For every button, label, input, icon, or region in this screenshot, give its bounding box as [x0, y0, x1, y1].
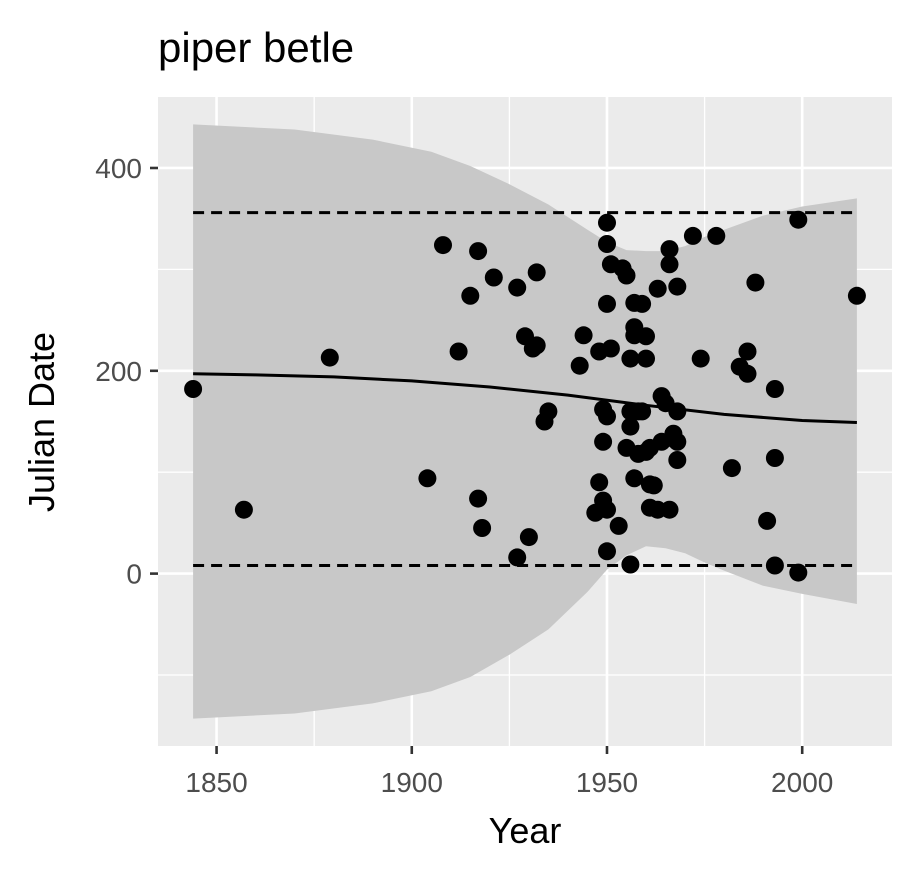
x-tick-label: 1850	[185, 767, 247, 798]
data-point	[519, 528, 538, 547]
data-point	[598, 407, 616, 426]
points-layer	[184, 210, 866, 582]
data-point	[598, 235, 616, 253]
x-axis: 1850 1900 1950 2000	[185, 746, 833, 798]
data-point	[637, 349, 655, 368]
data-point	[668, 402, 687, 421]
y-tick-label: 0	[126, 559, 142, 590]
data-point	[668, 451, 687, 469]
data-point	[461, 286, 480, 305]
data-point	[473, 519, 492, 537]
data-point	[738, 342, 757, 361]
data-point	[644, 476, 663, 495]
trend-line-layer	[193, 372, 857, 424]
data-point	[668, 277, 687, 296]
data-point	[765, 380, 784, 398]
data-point	[418, 469, 437, 488]
data-point	[590, 473, 609, 492]
data-point	[633, 402, 652, 421]
y-tick-label: 200	[95, 356, 142, 387]
y-tick-label: 400	[95, 153, 142, 184]
data-point	[484, 268, 503, 287]
y-axis: 0 200 400	[95, 153, 158, 590]
data-point	[508, 548, 527, 567]
data-point	[660, 240, 679, 259]
trend-line	[193, 372, 857, 424]
x-axis-title: Year	[489, 810, 562, 851]
data-point	[625, 469, 644, 488]
data-point	[660, 255, 679, 274]
y-axis-title: Julian Date	[21, 332, 62, 512]
data-point	[449, 342, 468, 361]
data-point	[621, 349, 640, 368]
data-point	[598, 294, 616, 313]
x-tick-label: 1950	[576, 767, 638, 798]
data-point	[598, 500, 616, 519]
data-point	[668, 432, 687, 451]
data-point	[598, 542, 616, 561]
data-point	[707, 226, 726, 245]
data-point	[621, 555, 640, 574]
data-point	[570, 356, 589, 375]
data-point	[765, 449, 784, 467]
data-point	[574, 326, 593, 345]
data-point	[601, 339, 620, 358]
data-point	[691, 349, 710, 368]
data-point	[758, 511, 777, 530]
data-point	[789, 563, 808, 582]
data-point	[617, 266, 636, 285]
data-point	[746, 273, 765, 292]
data-point	[527, 336, 546, 355]
chart-title: piper betle	[158, 24, 354, 71]
data-point	[621, 417, 640, 436]
data-point	[539, 402, 558, 421]
data-point	[660, 500, 679, 519]
data-point	[738, 364, 757, 383]
data-point	[765, 556, 784, 575]
x-tick-label: 1900	[381, 767, 443, 798]
data-point	[527, 263, 546, 282]
data-point	[469, 489, 488, 508]
data-point	[648, 279, 667, 298]
data-point	[789, 210, 808, 229]
data-point	[609, 516, 628, 535]
confidence-ribbon-layer	[193, 124, 857, 719]
data-point	[598, 213, 616, 232]
data-point	[469, 242, 488, 261]
data-point	[847, 286, 866, 305]
data-point	[637, 327, 655, 346]
x-tick-label: 2000	[771, 767, 833, 798]
data-point	[683, 226, 702, 245]
data-point	[234, 500, 253, 519]
data-point	[594, 432, 613, 451]
confidence-ribbon	[193, 124, 857, 719]
data-point	[184, 380, 203, 398]
bound-lines-layer	[193, 211, 857, 567]
data-point	[434, 236, 452, 255]
data-point	[722, 459, 741, 478]
data-point	[320, 348, 339, 367]
data-point	[633, 294, 652, 313]
data-point	[508, 278, 527, 297]
